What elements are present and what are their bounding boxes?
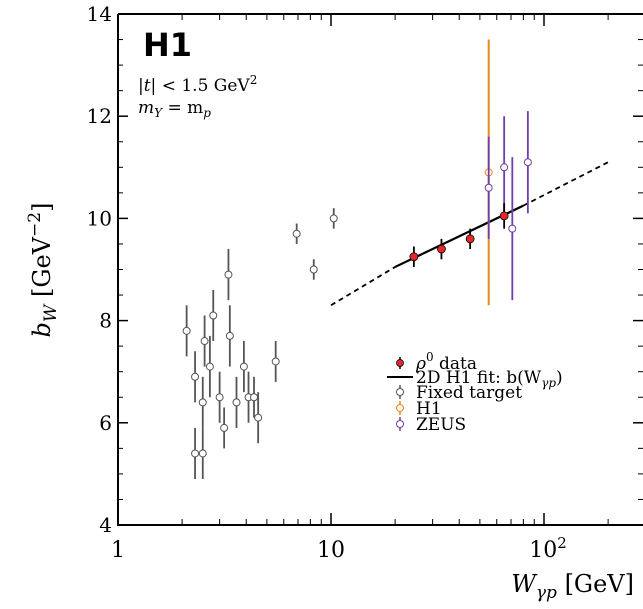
legend: ρ0 data 2D H1 fit: b(Wγp) Fixed target H… — [387, 350, 563, 435]
data-point-zeus — [484, 183, 493, 192]
data-point-zeus — [508, 224, 517, 233]
data-point-fixed — [329, 214, 338, 223]
data-point-zeus — [523, 158, 532, 167]
legend-entry-fixed-target: Fixed target — [396, 383, 522, 403]
h1-logo: H1 — [143, 26, 192, 64]
data-point-rho — [437, 244, 446, 254]
y-tick-label: 10 — [87, 206, 112, 230]
data-point-fixed — [220, 423, 229, 432]
data-point-fixed — [215, 393, 224, 402]
data-point-fixed — [292, 229, 301, 238]
x-tick-label: 10 — [317, 538, 345, 563]
data-point-fixed — [254, 413, 263, 422]
data-point-fixed — [200, 337, 209, 346]
legend-entry-rho: ρ0 data — [396, 350, 477, 374]
svg-text:H1: H1 — [416, 399, 442, 419]
svg-text:Fixed target: Fixed target — [416, 383, 522, 403]
fit-line-extrapolation — [330, 266, 396, 307]
data-point-zeus — [500, 163, 509, 172]
y-tick-label: 12 — [87, 104, 112, 128]
legend-entry-h1: H1 — [396, 399, 442, 419]
svg-text:ZEUS: ZEUS — [416, 415, 466, 435]
y-tick-label: 4 — [99, 513, 112, 537]
data-point-fixed — [191, 372, 200, 381]
x-tick-label: 102 — [529, 534, 567, 563]
svg-text:ρ0 data: ρ0 data — [415, 350, 477, 374]
mass-annotation: mY = mp — [138, 98, 211, 120]
data-point-rho — [465, 234, 475, 244]
data-point-fixed — [205, 362, 214, 371]
y-tick-label: 14 — [87, 2, 112, 26]
data-point-fixed — [271, 357, 280, 366]
data-point-fixed — [224, 270, 233, 279]
fit-line-extrapolation — [522, 161, 609, 207]
data-point-fixed — [232, 398, 241, 407]
x-tick-label: 1 — [111, 538, 125, 563]
data-point-fixed — [182, 326, 191, 335]
y-axis-label: bW [GeV−2] — [25, 203, 61, 338]
data-point-fixed — [209, 311, 218, 320]
t-cut-annotation: |t| < 1.5 GeV2 — [138, 73, 257, 96]
legend-entry-zeus: ZEUS — [396, 415, 466, 435]
data-point-rho — [409, 252, 419, 262]
legend-entry-fit: 2D H1 fit: b(Wγp) — [387, 368, 563, 390]
data-point-rho — [499, 211, 509, 221]
y-tick-label: 8 — [99, 309, 112, 333]
y-tick-label: 6 — [99, 411, 112, 435]
data-point-fixed — [239, 362, 248, 371]
svg-text:2D H1 fit: b(Wγp): 2D H1 fit: b(Wγp) — [416, 368, 563, 390]
data-point-fixed — [309, 265, 318, 274]
data-point-fixed — [198, 398, 207, 407]
data-point-fixed — [198, 449, 207, 458]
x-axis-label: Wγp [GeV] — [511, 570, 634, 603]
data-point-fixed — [225, 331, 234, 340]
data-point-fixed — [249, 393, 258, 402]
data-point-fixed — [191, 449, 200, 458]
